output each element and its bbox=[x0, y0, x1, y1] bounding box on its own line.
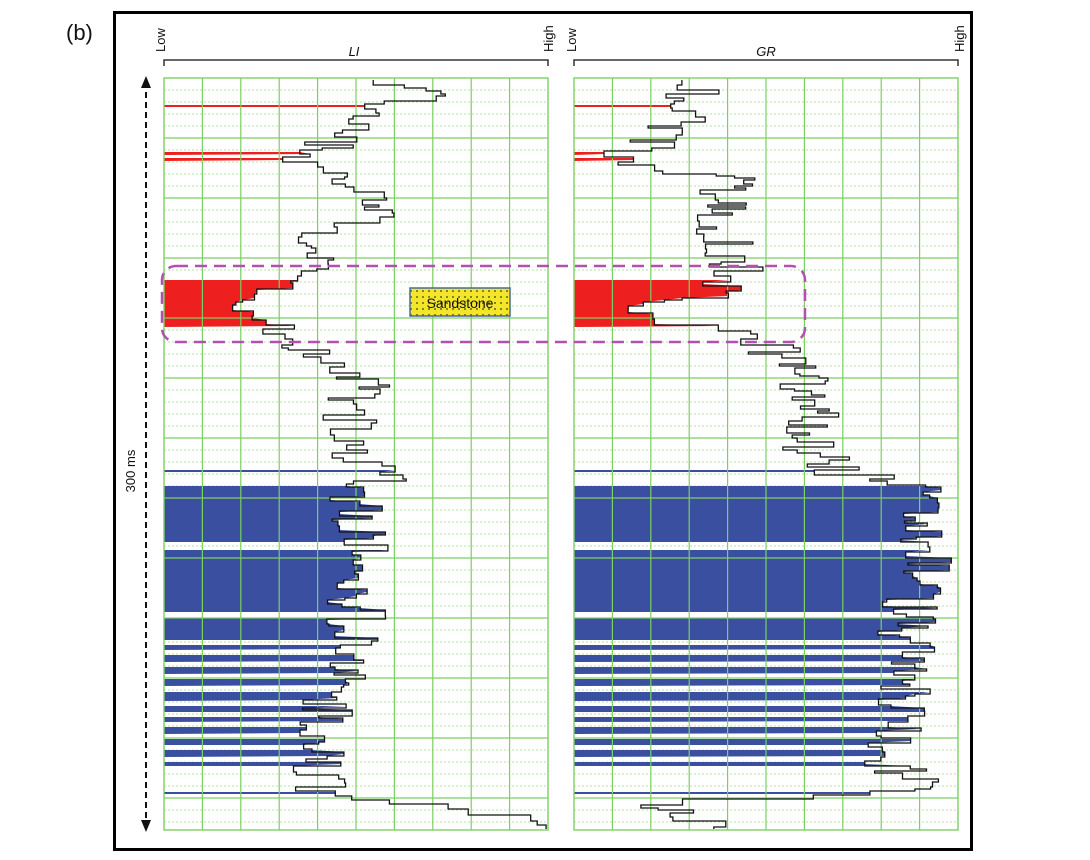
li-track-border bbox=[163, 77, 549, 831]
arrow-up-icon bbox=[141, 76, 151, 88]
arrow-down-icon bbox=[141, 820, 151, 832]
gr-log-curve bbox=[603, 80, 952, 829]
track-gr: Low High GR bbox=[564, 25, 967, 831]
sandstone-label: Sandstone bbox=[427, 295, 494, 311]
gr-fills bbox=[574, 105, 952, 794]
gr-high-label: High bbox=[952, 25, 967, 52]
li-log-curve bbox=[231, 80, 547, 829]
panel-label: (b) bbox=[66, 20, 93, 45]
depth-scale: 300 ms bbox=[123, 76, 151, 832]
li-fills bbox=[164, 105, 396, 794]
gr-track-title: GR bbox=[756, 44, 776, 59]
li-track-title: LI bbox=[349, 44, 360, 59]
sandstone-legend: Sandstone bbox=[409, 287, 511, 317]
gr-scale-bracket bbox=[573, 59, 959, 66]
figure-frame bbox=[113, 11, 973, 851]
li-low-label: Low bbox=[153, 28, 168, 52]
sandstone-swatch bbox=[409, 287, 511, 317]
li-grid-major bbox=[164, 78, 548, 830]
gr-grid-major bbox=[574, 78, 958, 830]
track-li: Low High LI bbox=[153, 25, 556, 831]
li-high-label: High bbox=[541, 25, 556, 52]
gr-low-label: Low bbox=[564, 28, 579, 52]
li-scale-bracket bbox=[163, 59, 549, 66]
sandstone-highlight-box bbox=[160, 264, 807, 344]
depth-scale-label: 300 ms bbox=[123, 449, 138, 492]
gr-track-border bbox=[573, 77, 959, 831]
